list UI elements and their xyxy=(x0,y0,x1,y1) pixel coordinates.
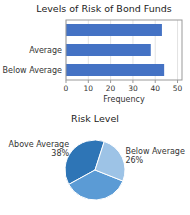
category-label: Below Average xyxy=(3,66,63,75)
tick-mark xyxy=(177,80,178,83)
bars xyxy=(66,24,164,76)
tick-label: 50 xyxy=(173,84,183,93)
chart-title: Risk Level xyxy=(71,113,119,124)
bar xyxy=(66,24,162,36)
bar-chart: Levels of Risk of Bond Funds Average Below… xyxy=(3,3,183,104)
bar xyxy=(66,44,151,56)
slice-label-line: Above Average xyxy=(9,140,70,149)
pie-chart: Risk Level Above Average38% Below Average2… xyxy=(9,113,185,200)
bar xyxy=(66,64,164,76)
chart-container: Levels of Risk of Bond Funds Average Below… xyxy=(0,0,190,215)
axis-label: Frequency xyxy=(103,95,145,104)
tick-label: 0 xyxy=(64,84,69,93)
tick-mark xyxy=(132,80,133,83)
slice-label-line: Below Average xyxy=(125,147,185,156)
tick-mark xyxy=(88,80,89,83)
slice-label: Above Average38% xyxy=(9,140,70,158)
grid-line xyxy=(177,20,178,80)
pie-slice xyxy=(95,141,125,181)
tick-mark xyxy=(155,80,156,83)
tick-mark xyxy=(66,80,67,83)
slice-label-line: 26% xyxy=(125,156,143,165)
chart-title: Levels of Risk of Bond Funds xyxy=(36,3,172,14)
tick-mark xyxy=(110,80,111,83)
tick-label: 10 xyxy=(84,84,94,93)
tick-label: 20 xyxy=(106,84,116,93)
category-label: Average xyxy=(29,46,62,55)
plot-frame xyxy=(66,20,182,80)
slice-label-line: 38% xyxy=(51,149,69,158)
slice-label: Below Average26% xyxy=(125,147,185,165)
tick-label: 40 xyxy=(150,84,160,93)
chart-svg: Levels of Risk of Bond Funds Average Below… xyxy=(0,0,190,215)
tick-label: 30 xyxy=(128,84,138,93)
